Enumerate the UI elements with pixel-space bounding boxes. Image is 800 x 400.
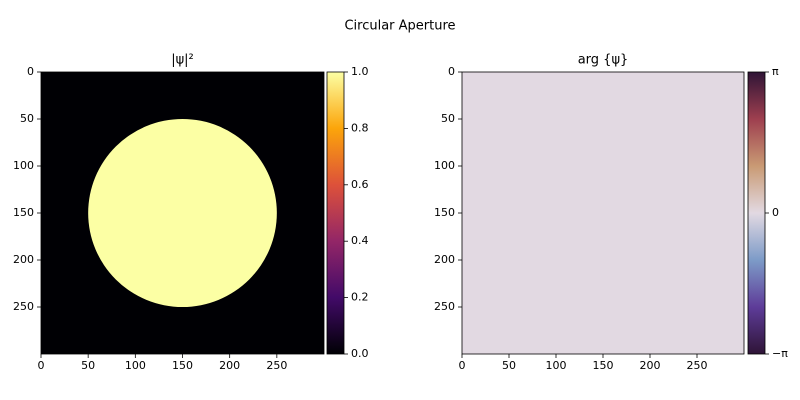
y-tick-label: 100 xyxy=(13,159,34,172)
x-tick-label: 200 xyxy=(640,359,661,372)
y-tick-label: 0 xyxy=(448,65,455,78)
y-tick-label: 150 xyxy=(434,206,455,219)
x-tick-label: 50 xyxy=(502,359,516,372)
colorbar xyxy=(747,71,766,355)
x-tick-label: 150 xyxy=(172,359,193,372)
y-tick-label: 200 xyxy=(13,253,34,266)
subplot-title: arg {ψ} xyxy=(578,53,629,68)
y-tick-label: 0 xyxy=(27,65,34,78)
aperture xyxy=(88,119,277,307)
y-tick-label: 200 xyxy=(434,253,455,266)
image-field xyxy=(462,72,744,354)
colorbar xyxy=(326,71,345,355)
colorbar-tick-label: π xyxy=(772,65,779,78)
x-tick-label: 200 xyxy=(219,359,240,372)
y-tick-label: 150 xyxy=(13,206,34,219)
colorbar-tick-label: 0.2 xyxy=(351,291,369,304)
x-tick-label: 0 xyxy=(459,359,466,372)
x-tick-label: 100 xyxy=(125,359,146,372)
colorbar-tick-label: 0.8 xyxy=(351,121,369,134)
colorbar-tick-label: 0.4 xyxy=(351,234,369,247)
x-tick-label: 250 xyxy=(687,359,708,372)
colorbar-tick-label: 1.0 xyxy=(351,65,369,78)
y-tick-label: 50 xyxy=(441,112,455,125)
figure-title: Circular Aperture xyxy=(344,19,455,34)
y-tick-label: 250 xyxy=(13,300,34,313)
x-tick-label: 50 xyxy=(81,359,95,372)
colorbar-tick-label: −π xyxy=(772,347,788,360)
colorbar-tick-label: 0.6 xyxy=(351,178,369,191)
x-tick-label: 150 xyxy=(593,359,614,372)
x-tick-label: 100 xyxy=(546,359,567,372)
y-tick-label: 100 xyxy=(434,159,455,172)
colorbar-tick-label: 0.0 xyxy=(351,347,369,360)
subplot-title: |ψ|² xyxy=(171,53,194,68)
y-tick-label: 250 xyxy=(434,300,455,313)
x-tick-label: 0 xyxy=(38,359,45,372)
x-tick-label: 250 xyxy=(266,359,287,372)
y-tick-label: 50 xyxy=(20,112,34,125)
colorbar-tick-label: 0 xyxy=(772,206,779,219)
